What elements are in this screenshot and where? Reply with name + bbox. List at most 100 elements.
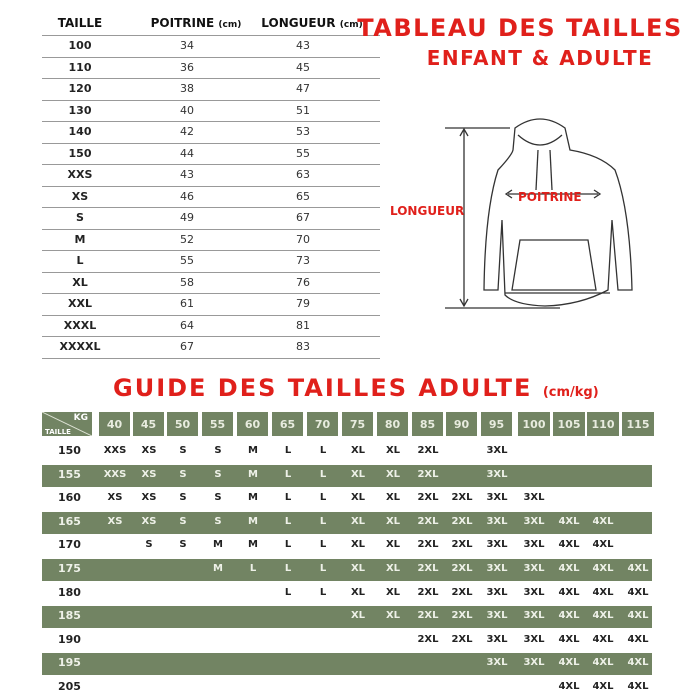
length-cell: 51: [296, 103, 310, 117]
length-cell: 67: [296, 211, 310, 224]
header-taille: TAILLE: [57, 16, 103, 30]
size-cell: M: [248, 515, 258, 527]
chest-cell: 49: [180, 211, 194, 224]
size-cell: 110: [68, 60, 92, 74]
size-cell: 4XL: [627, 610, 649, 622]
size-cell: 3XL: [486, 445, 508, 456]
height-label: 175: [58, 562, 81, 575]
height-label: 170: [58, 538, 81, 552]
header-unit: (cm): [218, 20, 242, 30]
size-cell: 2XL: [451, 633, 473, 645]
size-row: 190 2XL 2XL 3XL 3XL 4XL 4XL 4XL: [42, 630, 652, 652]
size-cell: 100: [68, 39, 92, 52]
chest-cell: 34: [180, 39, 194, 52]
diagonal-divider: [42, 412, 92, 436]
size-cell: 3XL: [486, 468, 508, 480]
size-cell: XL: [385, 563, 401, 574]
row-divider: [42, 99, 380, 101]
chest-cell: 44: [180, 146, 194, 160]
size-cell: 2XL: [417, 445, 439, 456]
size-cell: XL: [385, 586, 401, 598]
row-divider: [42, 271, 380, 273]
size-cell: L: [284, 539, 292, 551]
size-cell: L: [319, 492, 327, 504]
row-divider: [42, 56, 380, 58]
row-divider: [42, 185, 380, 187]
chest-cell: 36: [180, 60, 194, 74]
chest-cell: 55: [180, 254, 194, 267]
size-cell: 2XL: [417, 586, 439, 598]
size-cell: XL: [385, 539, 401, 551]
weight-header: 90: [446, 412, 477, 436]
size-row: 160 XS XS S S M L L XL XL 2XL 2XL 3XL 3XL: [42, 488, 652, 510]
size-cell: L: [319, 515, 327, 527]
size-cell: S: [179, 445, 187, 456]
size-cell: XXS: [103, 468, 127, 480]
height-label: 155: [58, 467, 81, 481]
size-cell: 140: [68, 125, 92, 138]
size-cell: XS: [71, 189, 89, 203]
size-cell: L: [284, 563, 292, 574]
size-cell: M: [74, 232, 86, 246]
weight-header: 75: [342, 412, 373, 436]
size-cell: L: [319, 539, 327, 551]
size-cell: S: [214, 492, 222, 504]
size-cell: 130: [68, 103, 92, 117]
size-cell: 4XL: [627, 586, 649, 598]
size-cell: S: [76, 211, 84, 224]
adult-guide-unit: (cm/kg): [542, 385, 599, 400]
size-cell: XL: [385, 515, 401, 527]
size-cell: XXS: [67, 168, 93, 181]
size-cell: XS: [141, 445, 157, 456]
length-cell: 47: [296, 82, 310, 95]
weight-header: 100: [518, 412, 550, 436]
chest-cell: 67: [180, 340, 194, 353]
size-cell: XS: [107, 515, 123, 527]
size-cell: 4XL: [558, 586, 580, 598]
row-divider: [42, 164, 380, 165]
weight-header: 40: [99, 412, 130, 436]
size-cell: 3XL: [486, 657, 508, 669]
size-cell: XL: [350, 445, 366, 456]
size-cell: XL: [385, 610, 401, 622]
size-cell: 2XL: [417, 515, 439, 527]
size-cell: M: [248, 492, 258, 504]
height-label: 205: [58, 680, 81, 693]
size-cell: XL: [385, 492, 401, 504]
size-cell: 3XL: [486, 515, 508, 527]
length-cell: 53: [296, 125, 310, 138]
size-cell: L: [284, 586, 292, 598]
row-divider: [42, 314, 380, 316]
size-cell: 4XL: [592, 657, 614, 669]
header-poitrine: POITRINE (cm): [151, 16, 242, 30]
size-cell: 3XL: [523, 586, 545, 598]
size-cell: 2XL: [417, 610, 439, 622]
length-cell: 43: [296, 39, 310, 52]
size-cell: 3XL: [486, 492, 508, 504]
chest-cell: 38: [180, 82, 194, 95]
title-line-1: TABLEAU DES TAILLES: [357, 14, 683, 42]
size-cell: 4XL: [558, 539, 580, 551]
size-cell: 2XL: [451, 539, 473, 551]
size-cell: 3XL: [486, 586, 508, 598]
header-longueur: LONGUEUR (cm): [261, 16, 362, 30]
header-longueur-label: LONGUEUR: [261, 16, 336, 30]
size-cell: XS: [107, 492, 123, 504]
size-cell: 3XL: [523, 610, 545, 622]
size-cell: S: [179, 515, 187, 527]
size-cell: 4XL: [627, 681, 649, 692]
length-cell: 70: [296, 232, 310, 246]
size-cell: 120: [68, 82, 92, 95]
length-cell: 76: [296, 275, 310, 289]
size-cell: 2XL: [417, 468, 439, 480]
size-cell: L: [284, 468, 292, 480]
size-cell: M: [248, 468, 258, 480]
weight-header: 60: [237, 412, 268, 436]
size-row: 180 L L XL XL 2XL 2XL 3XL 3XL 4XL 4XL 4XL: [42, 583, 652, 605]
length-cell: 83: [296, 340, 310, 353]
size-cell: 3XL: [486, 539, 508, 551]
size-cell: XL: [385, 445, 401, 456]
row-divider: [42, 293, 380, 294]
size-cell: 3XL: [486, 610, 508, 622]
